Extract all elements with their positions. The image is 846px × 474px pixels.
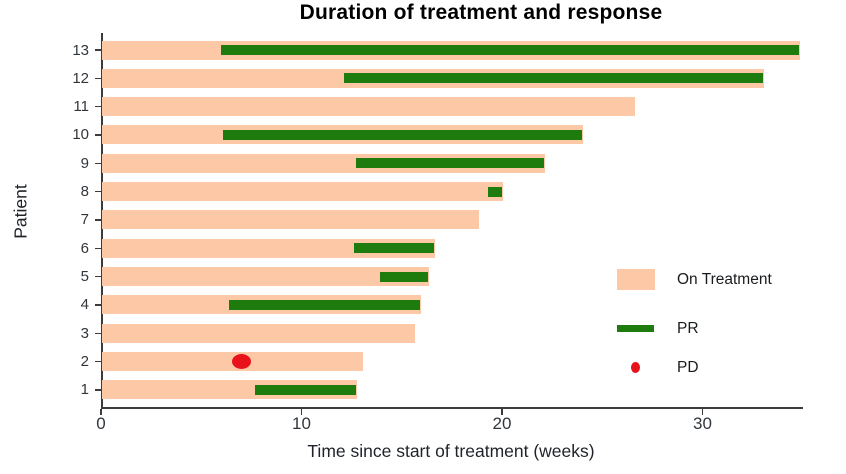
x-axis-line (101, 407, 803, 409)
y-tick-label: 13 (72, 41, 89, 59)
x-tick-label: 0 (96, 414, 106, 433)
pr-bar (353, 243, 434, 254)
on-treatment-bar (102, 267, 429, 287)
chart-title: Duration of treatment and response (299, 1, 663, 24)
x-tick-label: 10 (292, 414, 311, 433)
y-tick-label: 3 (80, 324, 89, 342)
pd-marker (231, 354, 251, 370)
y-tick (94, 247, 101, 250)
on-treatment-bar (102, 182, 503, 202)
x-tick (701, 408, 704, 415)
y-tick-label: 10 (72, 126, 89, 144)
pr-bar (487, 186, 502, 197)
x-tick (501, 408, 503, 415)
y-tick (94, 360, 101, 363)
y-tick (94, 49, 101, 51)
pr-bar (355, 158, 545, 169)
pr-bar (221, 45, 799, 55)
y-tick (94, 77, 101, 80)
y-tick-label: 9 (80, 154, 89, 172)
legend-swatch-pd-dot (631, 362, 640, 373)
y-tick-label: 6 (80, 239, 89, 257)
legend-label-pr: PR (677, 320, 699, 337)
y-tick (94, 105, 101, 108)
legend-label-pd: PD (677, 359, 699, 376)
on-treatment-bar (102, 97, 636, 117)
y-tick-label: 5 (80, 268, 89, 286)
y-tick (94, 389, 101, 391)
y-tick-label: 7 (80, 211, 89, 229)
x-tick (300, 408, 303, 415)
on-treatment-bar (102, 323, 415, 343)
legend-swatch-pr (617, 325, 654, 332)
y-tick-label: 12 (72, 69, 89, 87)
x-tick (100, 408, 102, 415)
y-tick (94, 134, 101, 136)
y-tick (94, 332, 101, 335)
y-tick-label: 8 (80, 183, 89, 201)
y-axis-line (101, 33, 103, 407)
y-tick (94, 304, 101, 306)
on-treatment-bar (102, 210, 479, 230)
pr-bar (343, 73, 763, 84)
y-tick-label: 11 (73, 98, 89, 116)
y-tick (94, 219, 101, 221)
y-tick (94, 162, 101, 165)
x-axis-label: Time since start of treatment (weeks) (307, 441, 595, 461)
pr-bar (379, 271, 428, 282)
legend-swatch-on-treatment (617, 269, 655, 290)
on-treatment-bar (102, 238, 435, 258)
pr-bar (255, 384, 356, 395)
legend-label-on-treatment: On Treatment (677, 271, 772, 288)
x-tick-label: 20 (492, 414, 512, 433)
y-tick (94, 190, 101, 193)
y-tick-label: 1 (80, 381, 89, 399)
y-tick-label: 2 (80, 353, 89, 371)
pr-bar (229, 299, 420, 310)
y-tick-label: 4 (80, 296, 89, 314)
x-tick-label: 30 (693, 414, 712, 433)
pr-bar (223, 129, 583, 140)
y-axis-label: Patient (10, 184, 31, 239)
y-tick (94, 275, 101, 278)
